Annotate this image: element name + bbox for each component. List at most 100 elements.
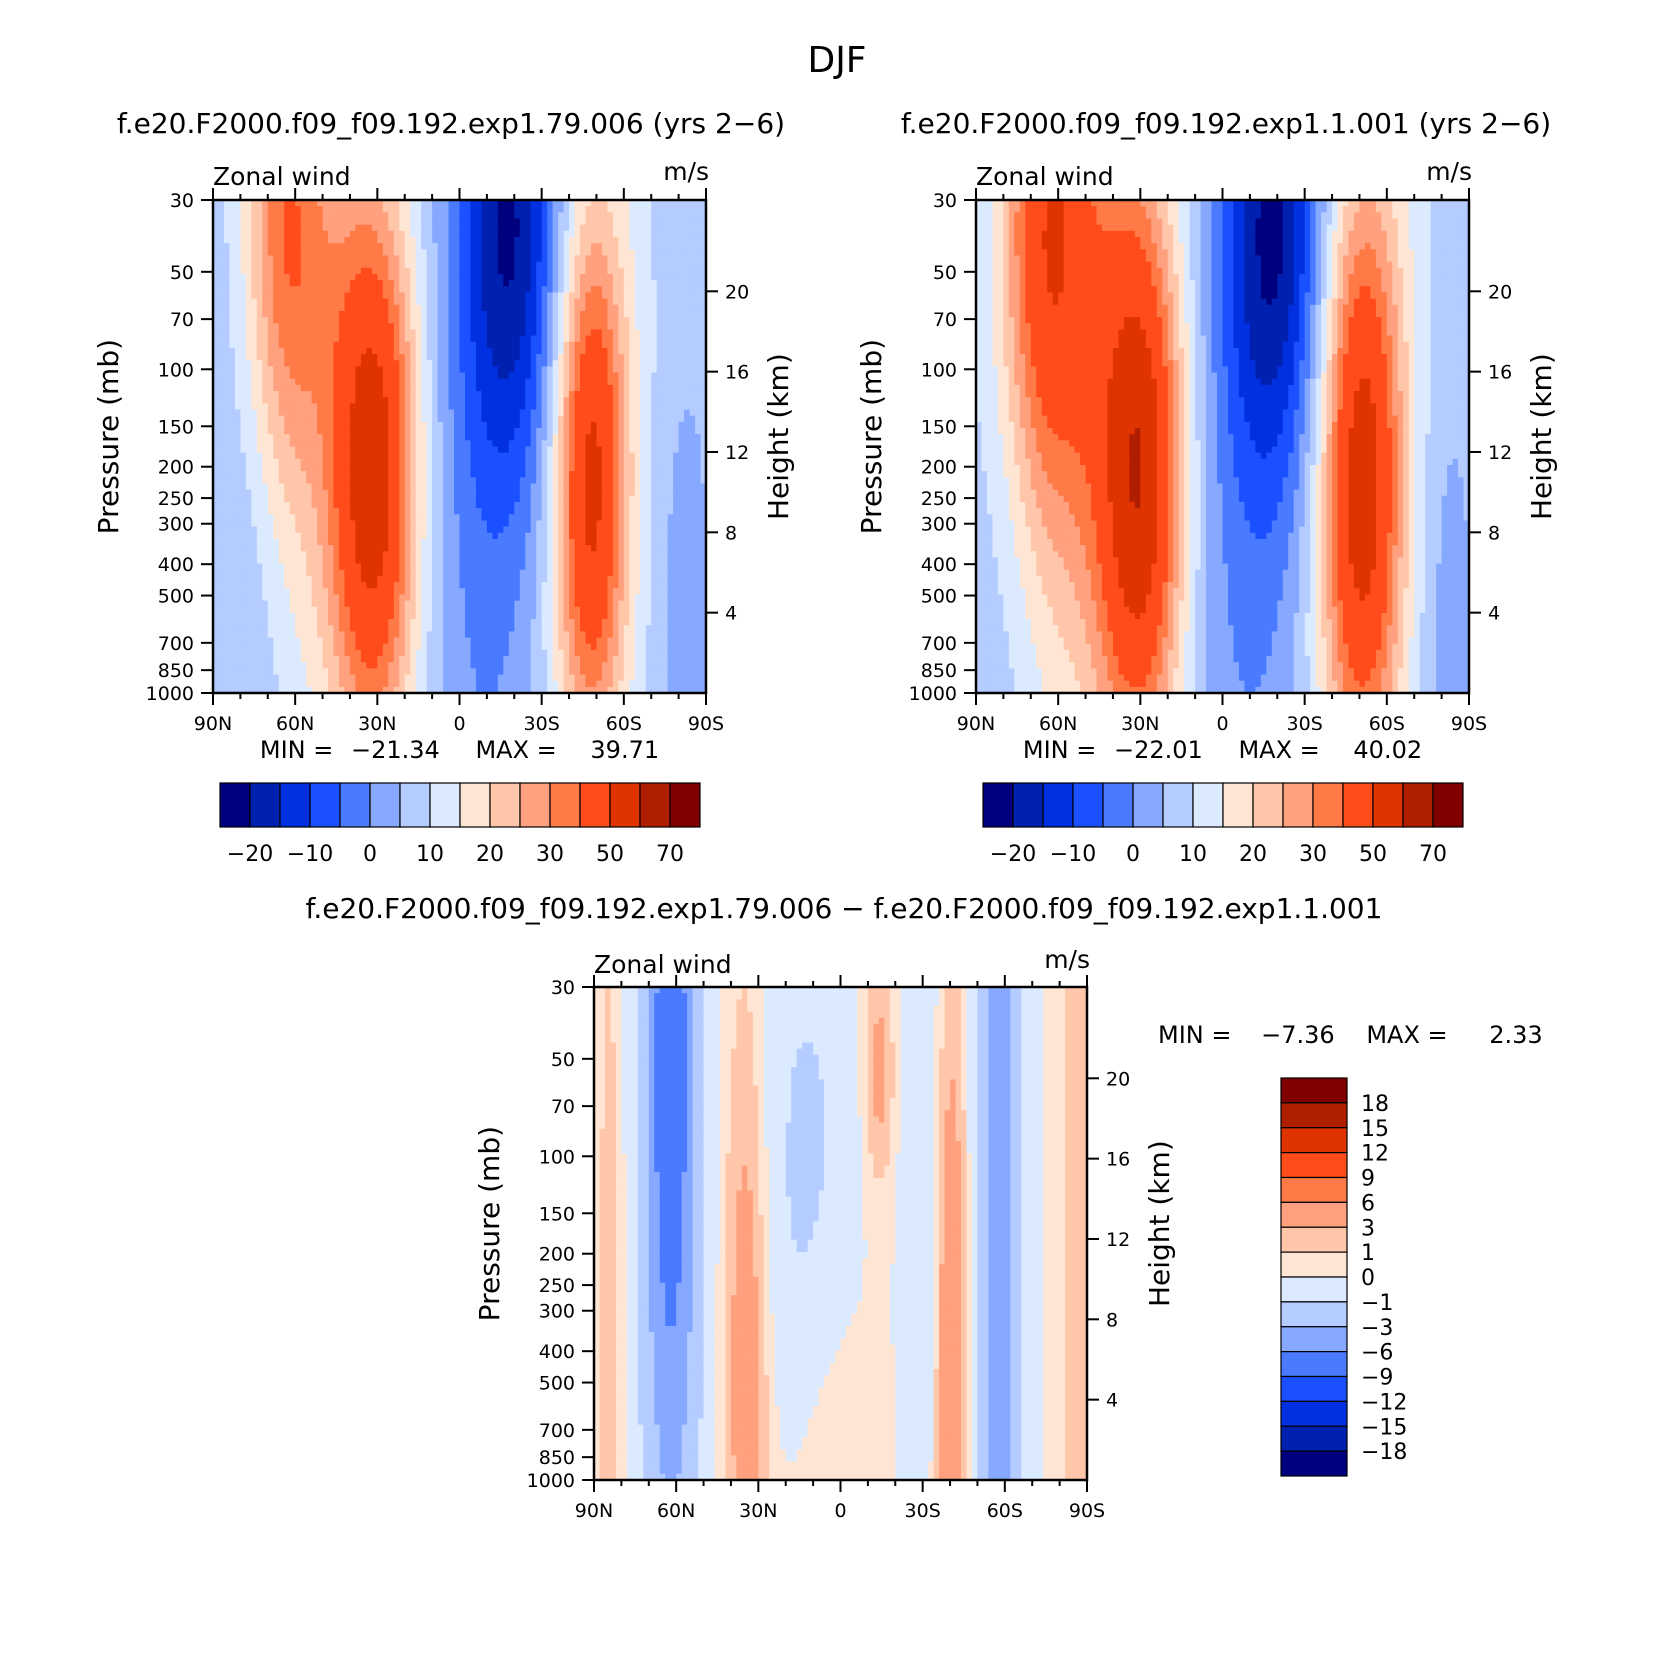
contour-cell [213, 347, 220, 355]
contour-cell [475, 464, 483, 472]
contour-cell [448, 471, 455, 478]
contour-cell [426, 440, 433, 448]
contour-cell [470, 206, 477, 213]
contour-cell [328, 335, 335, 343]
contour-cell [629, 304, 636, 312]
contour-cell [596, 391, 603, 398]
contour-cell [278, 477, 285, 485]
contour-cell [273, 477, 280, 485]
contour-cell [492, 317, 499, 324]
contour-cell [404, 255, 411, 263]
contour-cell [388, 458, 395, 466]
contour-cell [322, 483, 329, 491]
contour-cell [262, 366, 269, 374]
contour-cell [645, 391, 652, 398]
contour-cell [601, 243, 608, 250]
contour-cell [673, 477, 680, 485]
contour-cell [536, 458, 543, 466]
contour-cell [355, 477, 362, 485]
contour-cell [256, 236, 263, 244]
contour-cell [432, 200, 439, 207]
contour-cell [328, 212, 335, 220]
contour-cell [574, 323, 581, 331]
contour-cell [678, 384, 685, 392]
contour-cell [662, 280, 669, 287]
contour-cell [251, 452, 258, 460]
contour-cell [558, 267, 565, 275]
contour-cell [426, 421, 433, 429]
contour-cell [295, 458, 302, 466]
contour-cell [459, 323, 466, 331]
contour-cell [355, 212, 362, 220]
contour-cell [508, 495, 515, 503]
contour-cell [295, 501, 302, 509]
contour-cell [585, 354, 592, 361]
contour-cell [251, 434, 258, 441]
contour-cell [689, 397, 696, 404]
contour-cell [278, 378, 285, 386]
contour-cell [448, 323, 455, 331]
contour-cell [689, 440, 696, 448]
contour-cell [459, 255, 466, 263]
contour-cell [629, 421, 636, 429]
contour-cell [536, 452, 543, 460]
contour-cell [656, 310, 663, 318]
contour-cell [355, 261, 362, 269]
contour-cell [426, 489, 433, 497]
contour-cell [404, 298, 411, 306]
contour-cell [640, 434, 647, 441]
contour-cell [448, 520, 455, 528]
contour-cell [377, 415, 384, 423]
contour-cell [404, 329, 411, 337]
contour-cell [492, 440, 499, 448]
contour-cell [618, 501, 625, 509]
contour-cell [382, 347, 389, 355]
contour-cell [338, 286, 346, 294]
contour-cell [295, 372, 302, 380]
contour-cell [437, 489, 444, 497]
contour-cell [311, 372, 318, 380]
contour-cell [437, 378, 444, 386]
contour-cell [426, 458, 433, 466]
contour-cell [443, 372, 450, 380]
contour-cell [295, 514, 302, 522]
contour-cell [673, 397, 680, 404]
contour-cell [448, 532, 455, 540]
contour-cell [399, 335, 406, 343]
contour-cell [333, 347, 340, 355]
contour-cell [234, 354, 241, 361]
contour-cell [678, 310, 685, 318]
contour-cell [689, 347, 696, 355]
contour-cell [218, 230, 225, 238]
contour-cell [662, 323, 669, 331]
contour-cell [574, 464, 581, 472]
contour-cell [486, 273, 493, 281]
contour-cell [421, 354, 428, 361]
contour-cell [349, 458, 357, 466]
contour-cell [684, 526, 691, 534]
contour-cell [295, 212, 302, 220]
contour-cell [503, 249, 510, 257]
contour-cell [426, 286, 433, 294]
contour-cell [393, 421, 400, 429]
contour-cell [618, 532, 625, 540]
contour-cell [607, 391, 614, 398]
contour-cell [311, 298, 318, 306]
contour-cell [443, 224, 450, 232]
contour-cell [437, 354, 444, 361]
contour-cell [590, 218, 598, 226]
contour-cell [497, 329, 504, 337]
contour-cell [355, 255, 362, 263]
contour-cell [404, 335, 411, 343]
contour-cell [700, 323, 707, 331]
contour-cell [322, 378, 329, 386]
contour-cell [404, 200, 411, 207]
contour-cell [519, 298, 526, 306]
contour-cell [382, 415, 389, 423]
contour-cell [618, 409, 625, 417]
contour-cell [306, 501, 313, 509]
contour-cell [662, 267, 669, 275]
contour-cell [700, 261, 707, 269]
contour-cell [256, 397, 263, 404]
contour-cell [251, 483, 258, 491]
